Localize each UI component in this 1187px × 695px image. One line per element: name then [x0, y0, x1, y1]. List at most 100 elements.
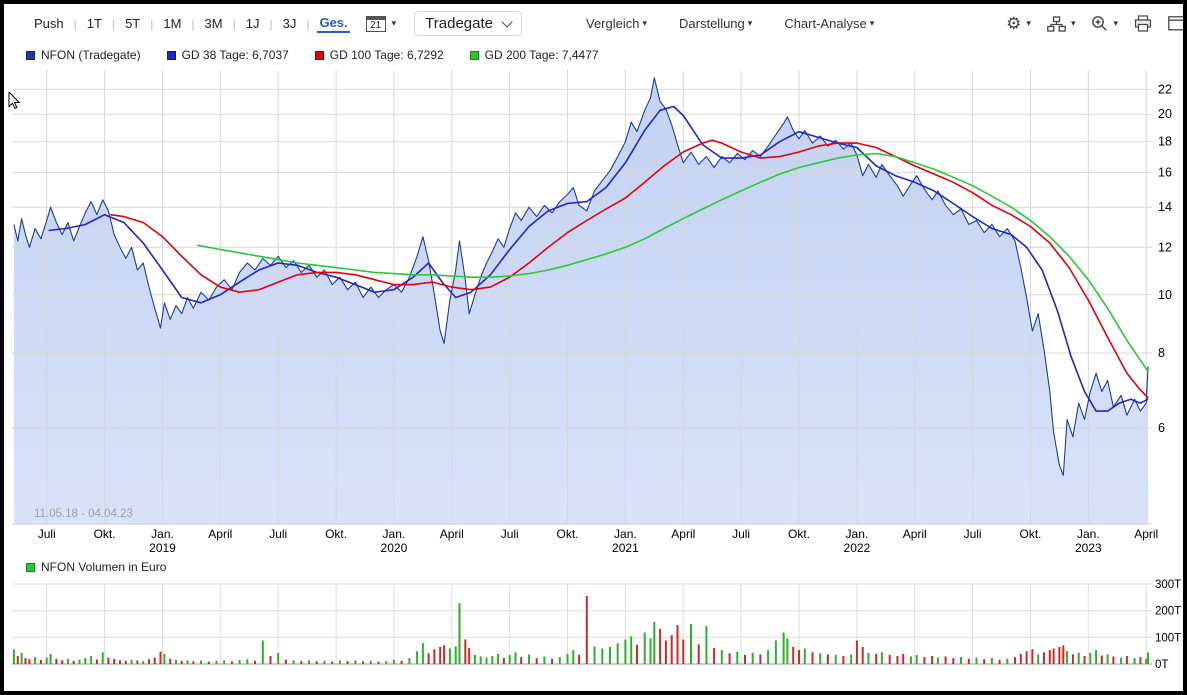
gd-days-dropdown[interactable]: 21 ▾ — [365, 15, 397, 32]
chevron-down-icon: ▾ — [642, 18, 648, 28]
svg-text:Okt.: Okt. — [1019, 527, 1041, 541]
time-range-tabs: Push | 1T | 5T | 1M | 3M | 1J | 3J | Ges. — [32, 15, 350, 33]
zoom-in-icon — [1092, 16, 1108, 31]
settings-button[interactable]: ⚙ ▾ — [1006, 13, 1031, 33]
svg-text:6: 6 — [1158, 421, 1165, 435]
chart-menus: Vergleich ▾ Darstellung ▾ Chart-Analyse ▾ — [586, 16, 874, 31]
legend-item-gd38: GD 38 Tage: 6,7037 — [166, 48, 289, 62]
range-tab-1J[interactable]: 1J — [245, 16, 260, 31]
svg-text:Okt.: Okt. — [325, 527, 347, 541]
svg-text:2019: 2019 — [149, 541, 176, 555]
svg-text:April: April — [440, 527, 464, 541]
push-toggle[interactable]: Push — [34, 16, 64, 31]
legend-item-gd200: GD 200 Tage: 7,4477 — [469, 48, 599, 62]
date-range-label: 11.05.18 - 04.04.23 — [34, 508, 133, 520]
volume-axis-labels: 0T 100T 200T 300T — [1155, 579, 1181, 671]
legend-swatch — [314, 50, 324, 60]
svg-text:10: 10 — [1158, 288, 1172, 302]
price-legend: NFON (Tradegate) GD 38 Tage: 6,7037 GD 100… — [26, 48, 599, 62]
legend-label: GD 200 Tage: 7,4477 — [484, 48, 599, 62]
svg-text:Okt.: Okt. — [788, 527, 810, 541]
gear-icon: ⚙ — [1006, 13, 1022, 33]
legend-label: NFON (Tradegate) — [41, 48, 141, 62]
range-tab-1M[interactable]: 1M — [163, 16, 182, 31]
separator: | — [232, 16, 236, 31]
svg-text:22: 22 — [1158, 82, 1172, 96]
legend-swatch — [166, 50, 176, 60]
legend-swatch — [26, 50, 35, 60]
svg-text:18: 18 — [1158, 135, 1172, 149]
svg-text:Jan.: Jan. — [614, 527, 637, 541]
menu-label: Vergleich — [586, 16, 640, 31]
chevron-down-icon: ▾ — [1113, 18, 1118, 28]
svg-text:Jan.: Jan. — [383, 527, 406, 541]
legend-label: NFON Volumen in Euro — [41, 560, 167, 574]
range-tab-3J[interactable]: 3J — [282, 16, 297, 31]
zoom-button[interactable]: ▾ — [1091, 15, 1118, 32]
range-tab-5T[interactable]: 5T — [125, 16, 141, 31]
svg-text:April: April — [1134, 527, 1158, 541]
price-line — [13, 77, 1149, 476]
print-button[interactable] — [1134, 15, 1152, 32]
chevron-down-icon: ▾ — [1026, 18, 1031, 28]
exchange-select[interactable]: Tradegate — [414, 11, 522, 36]
svg-text:2023: 2023 — [1075, 541, 1102, 555]
svg-text:12: 12 — [1158, 240, 1172, 254]
volume-chart: 0T 100T 200T 300T — [12, 579, 1181, 671]
range-tab-1T[interactable]: 1T — [86, 16, 102, 31]
legend-swatch — [26, 562, 35, 572]
legend-label: GD 100 Tage: 6,7292 — [329, 48, 444, 62]
toolbar-icon-cluster: ⚙ ▾ ▾ ▾ — [990, 13, 1183, 33]
svg-text:Okt.: Okt. — [94, 527, 116, 541]
legend-label: GD 38 Tage: 6,7037 — [181, 48, 289, 62]
range-tab-Ges[interactable]: Ges. — [317, 15, 350, 33]
window-icon — [1168, 16, 1183, 31]
legend-swatch — [469, 50, 479, 60]
svg-text:2021: 2021 — [612, 541, 639, 555]
legend-item-volume: NFON Volumen in Euro — [26, 560, 166, 574]
svg-text:100T: 100T — [1155, 632, 1181, 644]
svg-text:200T: 200T — [1155, 606, 1181, 618]
fullscreen-button[interactable] — [1168, 16, 1183, 31]
svg-text:16: 16 — [1158, 165, 1172, 179]
menu-darstellung[interactable]: Darstellung ▾ — [679, 16, 752, 31]
separator: | — [73, 16, 77, 31]
volume-legend: NFON Volumen in Euro — [26, 560, 166, 574]
chevron-down-icon: ▾ — [869, 18, 875, 28]
svg-text:300T: 300T — [1155, 579, 1181, 591]
range-tab-3M[interactable]: 3M — [204, 16, 223, 31]
separator: | — [150, 16, 154, 31]
menu-chart-analyse[interactable]: Chart-Analyse ▾ — [784, 16, 874, 31]
svg-text:Jan.: Jan. — [151, 527, 174, 541]
svg-text:Juli: Juli — [501, 527, 519, 541]
svg-text:2022: 2022 — [844, 541, 871, 555]
svg-text:0T: 0T — [1155, 659, 1168, 671]
menu-label: Darstellung — [679, 16, 745, 31]
volume-bars — [12, 596, 1150, 664]
separator: | — [306, 16, 310, 31]
price-area — [13, 77, 1149, 525]
separator: | — [269, 16, 273, 31]
svg-text:Juli: Juli — [964, 527, 982, 541]
chevron-down-icon: ▾ — [391, 18, 397, 28]
svg-text:Juli: Juli — [732, 527, 750, 541]
svg-text:2020: 2020 — [381, 541, 408, 555]
gd100-line — [110, 139, 1149, 399]
exchange-select-value: Tradegate — [425, 15, 493, 32]
separator: | — [111, 16, 116, 31]
menu-label: Chart-Analyse — [784, 16, 867, 31]
menu-vergleich[interactable]: Vergleich ▾ — [586, 16, 647, 31]
legend-item-nfon: NFON (Tradegate) — [26, 48, 141, 62]
svg-text:14: 14 — [1158, 200, 1172, 214]
svg-text:Juli: Juli — [269, 527, 287, 541]
calendar-21-icon: 21 — [365, 15, 386, 32]
chevron-down-icon — [501, 15, 513, 28]
mouse-cursor — [8, 92, 21, 110]
chart-toolbar: Push | 1T | 5T | 1M | 3M | 1J | 3J | Ges. 21 ▾ Tradega… — [4, 4, 1183, 40]
indicator-tools-button[interactable]: ▾ — [1047, 15, 1075, 32]
svg-text:April: April — [208, 527, 232, 541]
svg-text:Jan.: Jan. — [846, 527, 869, 541]
